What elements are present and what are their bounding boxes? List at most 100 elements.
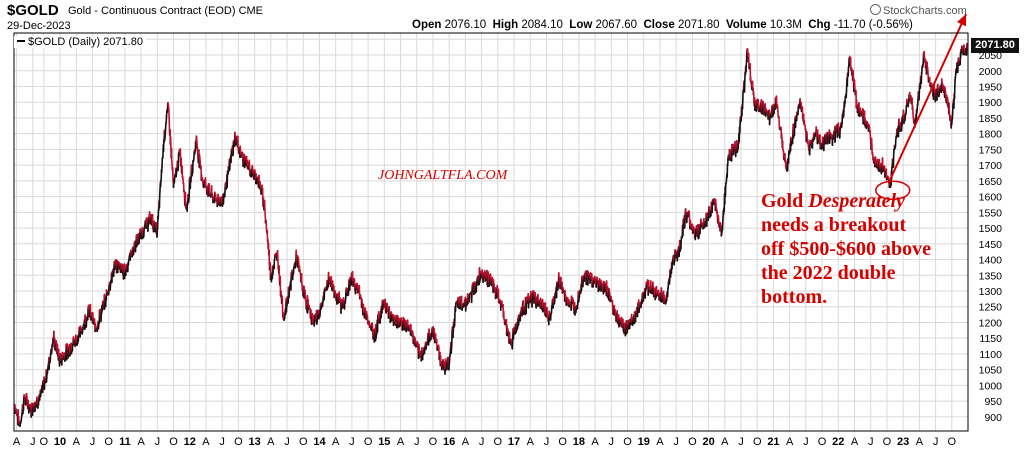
x-tick-label: J: [479, 436, 485, 448]
y-tick-label: 1450: [979, 239, 1003, 251]
x-tick-label: A: [527, 436, 535, 448]
x-tick-label: A: [591, 436, 599, 448]
chart-annotations: [875, 13, 967, 201]
x-tick-label: A: [13, 436, 21, 448]
y-tick-label: 950: [984, 396, 1002, 408]
y-tick-label: 1350: [979, 270, 1003, 282]
x-tick-label: A: [916, 436, 924, 448]
x-tick-label: O: [40, 436, 49, 448]
x-tick-label: O: [688, 436, 697, 448]
y-tick-label: 1300: [979, 286, 1003, 298]
x-tick-label: J: [155, 436, 161, 448]
y-tick-label: 1000: [979, 380, 1003, 392]
x-tick-label: A: [73, 436, 81, 448]
y-axis-ticks: 900 950 1000 1050 1100 1150 1200 1250 1300 1350 14…: [979, 50, 1003, 424]
x-tick-label: 11: [119, 436, 131, 448]
x-tick-label: 14: [313, 436, 326, 448]
y-tick-label: 1950: [979, 81, 1003, 93]
annotation-line-1a: Gold: [761, 190, 809, 212]
x-tick-label: J: [933, 436, 939, 448]
x-tick-label: O: [818, 436, 827, 448]
x-tick-label: A: [137, 436, 145, 448]
open-label: Open: [412, 19, 442, 31]
open-value: 2076.10: [444, 19, 487, 31]
x-tick-label: 23: [897, 436, 909, 448]
x-tick-label: J: [30, 436, 36, 448]
x-tick-label: 20: [702, 436, 714, 448]
annotation-line-1b: Desperately: [808, 190, 905, 212]
x-tick-label: 15: [378, 436, 390, 448]
legend-line-icon: [17, 40, 25, 42]
y-tick-label: 1250: [979, 302, 1003, 314]
y-tick-label: 1750: [979, 144, 1003, 156]
x-tick-label: O: [883, 436, 892, 448]
y-tick-label: 2000: [979, 66, 1003, 78]
symbol-label: $GOLD: [7, 2, 59, 19]
y-tick-label: 1850: [979, 113, 1003, 125]
x-tick-label: O: [104, 436, 113, 448]
x-tick-label: O: [234, 436, 243, 448]
series-legend: $GOLD (Daily) 2071.80: [14, 36, 146, 48]
x-tick-label: A: [397, 436, 405, 448]
x-tick-label: O: [558, 436, 567, 448]
x-tick-label: A: [786, 436, 794, 448]
x-tick-label: J: [738, 436, 744, 448]
x-tick-label: 17: [508, 436, 520, 448]
y-tick-label: 1550: [979, 207, 1003, 219]
y-tick-label: 1200: [979, 317, 1003, 329]
x-tick-label: 18: [573, 436, 585, 448]
volume-label: Volume: [725, 19, 767, 31]
x-tick-label: 16: [443, 436, 455, 448]
trend-arrow-line: [887, 13, 967, 183]
x-tick-label: J: [414, 436, 420, 448]
x-tick-label: O: [623, 436, 632, 448]
double-bottom-circle: [875, 180, 911, 201]
y-tick-label: 1400: [979, 255, 1003, 267]
x-tick-label: A: [851, 436, 859, 448]
x-axis-ticks: A J O 10 A J O 11 A J O 12 A J O 13 A J O 14 A J O 15 A J O 16 A J O 17…: [13, 436, 957, 448]
x-tick-label: A: [721, 436, 729, 448]
x-tick-label: A: [202, 436, 210, 448]
x-tick-label: O: [429, 436, 438, 448]
plot-frame: [13, 32, 969, 432]
chg-value: -11.70 (-0.56%): [833, 19, 913, 31]
y-tick-label: 1150: [979, 333, 1002, 345]
last-price-tag: 2071.80: [971, 38, 1019, 53]
y-tick-label: 1800: [979, 129, 1003, 141]
y-tick-label: 1500: [979, 223, 1003, 235]
x-tick-label: O: [948, 436, 957, 448]
x-tick-label: 19: [638, 436, 650, 448]
y-tick-label: 1600: [979, 192, 1003, 204]
x-tick-label: O: [753, 436, 762, 448]
high-label: High: [492, 19, 519, 31]
x-tick-label: A: [332, 436, 340, 448]
annotation-line-2: needs a breakout: [761, 214, 907, 236]
legend-text: $GOLD (Daily) 2071.80: [28, 36, 143, 48]
copyright-icon: [870, 4, 881, 15]
stockcharts-logo[interactable]: StockCharts.com: [870, 4, 967, 17]
y-tick-label: 1900: [979, 97, 1003, 109]
x-tick-label: A: [462, 436, 470, 448]
x-tick-label: 13: [248, 436, 260, 448]
brand-text: StockCharts.com: [883, 5, 967, 17]
x-tick-label: J: [803, 436, 809, 448]
y-tick-label: 2050: [979, 50, 1003, 62]
x-tick-label: J: [868, 436, 874, 448]
x-tick-label: J: [609, 436, 615, 448]
y-tick-label: 1100: [979, 349, 1002, 361]
ohlc-readout: Open 2076.10 High 2084.10 Low 2067.60 Cl…: [412, 19, 913, 31]
chart-header: $GOLD Gold - Continuous Contract (EOD) C…: [0, 0, 1024, 34]
annotation-line-1: Gold Desperately: [761, 189, 976, 213]
y-tick-label: 1650: [979, 176, 1003, 188]
x-tick-label: O: [364, 436, 373, 448]
description-label: Gold - Continuous Contract (EOD) CME: [68, 5, 263, 17]
x-tick-label: A: [656, 436, 664, 448]
volume-value: 10.3M: [769, 19, 802, 31]
annotation-line-5: bottom.: [761, 286, 828, 308]
x-tick-label: O: [299, 436, 308, 448]
y-tick-label: 1700: [979, 160, 1003, 172]
y-tick-label: 1050: [979, 365, 1003, 377]
x-tick-label: J: [219, 436, 225, 448]
x-tick-label: 22: [832, 436, 844, 448]
